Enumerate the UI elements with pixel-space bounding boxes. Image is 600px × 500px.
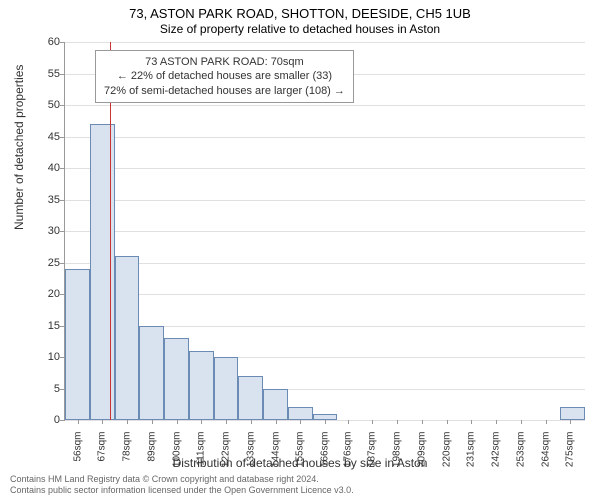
ytick-label: 45 (30, 131, 60, 143)
chart-title: 73, ASTON PARK ROAD, SHOTTON, DEESIDE, C… (0, 6, 600, 21)
ytick-mark (60, 200, 64, 201)
xtick-mark (201, 420, 202, 424)
chart-subtitle: Size of property relative to detached ho… (0, 22, 600, 36)
xtick-mark (127, 420, 128, 424)
xtick-label: 176sqm (342, 432, 353, 482)
histogram-bar (164, 338, 189, 420)
histogram-bar (189, 351, 214, 420)
histogram-bar (214, 357, 239, 420)
xtick-label: 100sqm (171, 432, 182, 482)
ytick-label: 5 (30, 383, 60, 395)
xtick-label: 242sqm (491, 432, 502, 482)
gridline (65, 105, 585, 106)
y-axis-label: Number of detached properties (12, 65, 26, 230)
xtick-label: 144sqm (270, 432, 281, 482)
annotation-box: 73 ASTON PARK ROAD: 70sqm ← 22% of detac… (95, 50, 354, 103)
gridline (65, 137, 585, 138)
histogram-bar (115, 256, 140, 420)
ytick-label: 15 (30, 320, 60, 332)
ytick-mark (60, 326, 64, 327)
xtick-label: 155sqm (295, 432, 306, 482)
xtick-label: 220sqm (441, 432, 452, 482)
xtick-label: 56sqm (72, 432, 83, 482)
ytick-label: 25 (30, 257, 60, 269)
xtick-mark (348, 420, 349, 424)
xtick-label: 78sqm (122, 432, 133, 482)
histogram-bar (263, 389, 288, 421)
xtick-mark (521, 420, 522, 424)
xtick-mark (325, 420, 326, 424)
xtick-mark (300, 420, 301, 424)
gridline (65, 294, 585, 295)
ytick-mark (60, 389, 64, 390)
ytick-label: 40 (30, 162, 60, 174)
xtick-label: 253sqm (515, 432, 526, 482)
xtick-mark (422, 420, 423, 424)
xtick-mark (177, 420, 178, 424)
ytick-label: 10 (30, 351, 60, 363)
ytick-mark (60, 357, 64, 358)
xtick-label: 198sqm (392, 432, 403, 482)
annotation-line-3: 72% of semi-detached houses are larger (… (104, 84, 345, 98)
xtick-mark (152, 420, 153, 424)
ytick-label: 0 (30, 414, 60, 426)
chart-container: 73, ASTON PARK ROAD, SHOTTON, DEESIDE, C… (0, 0, 600, 500)
gridline (65, 168, 585, 169)
ytick-label: 30 (30, 225, 60, 237)
xtick-mark (546, 420, 547, 424)
xtick-mark (102, 420, 103, 424)
gridline (65, 200, 585, 201)
xtick-mark (251, 420, 252, 424)
ytick-label: 20 (30, 288, 60, 300)
plot-area: 73 ASTON PARK ROAD: 70sqm ← 22% of detac… (64, 42, 585, 421)
ytick-mark (60, 42, 64, 43)
xtick-label: 133sqm (245, 432, 256, 482)
xtick-label: 264sqm (540, 432, 551, 482)
ytick-label: 60 (30, 36, 60, 48)
ytick-mark (60, 168, 64, 169)
ytick-label: 35 (30, 194, 60, 206)
xtick-mark (496, 420, 497, 424)
histogram-bar (288, 407, 313, 420)
ytick-mark (60, 420, 64, 421)
xtick-label: 187sqm (367, 432, 378, 482)
histogram-bar (238, 376, 263, 420)
xtick-mark (78, 420, 79, 424)
ytick-mark (60, 294, 64, 295)
histogram-bar (560, 407, 585, 420)
gridline (65, 231, 585, 232)
xtick-label: 122sqm (221, 432, 232, 482)
xtick-mark (570, 420, 571, 424)
xtick-mark (226, 420, 227, 424)
xtick-mark (372, 420, 373, 424)
gridline (65, 42, 585, 43)
ytick-mark (60, 74, 64, 75)
xtick-label: 111sqm (196, 432, 207, 482)
xtick-label: 67sqm (97, 432, 108, 482)
ytick-mark (60, 231, 64, 232)
gridline (65, 263, 585, 264)
histogram-bar (65, 269, 90, 420)
annotation-line-1: 73 ASTON PARK ROAD: 70sqm (104, 55, 345, 69)
footnote-line-2: Contains public sector information licen… (10, 485, 354, 496)
xtick-label: 275sqm (565, 432, 576, 482)
histogram-bar (139, 326, 164, 421)
ytick-label: 55 (30, 68, 60, 80)
annotation-line-2: ← 22% of detached houses are smaller (33… (104, 69, 345, 83)
xtick-mark (276, 420, 277, 424)
ytick-mark (60, 105, 64, 106)
ytick-mark (60, 263, 64, 264)
xtick-label: 231sqm (466, 432, 477, 482)
xtick-mark (447, 420, 448, 424)
ytick-mark (60, 137, 64, 138)
xtick-label: 89sqm (146, 432, 157, 482)
ytick-label: 50 (30, 99, 60, 111)
xtick-mark (397, 420, 398, 424)
xtick-mark (471, 420, 472, 424)
xtick-label: 166sqm (320, 432, 331, 482)
xtick-label: 209sqm (416, 432, 427, 482)
